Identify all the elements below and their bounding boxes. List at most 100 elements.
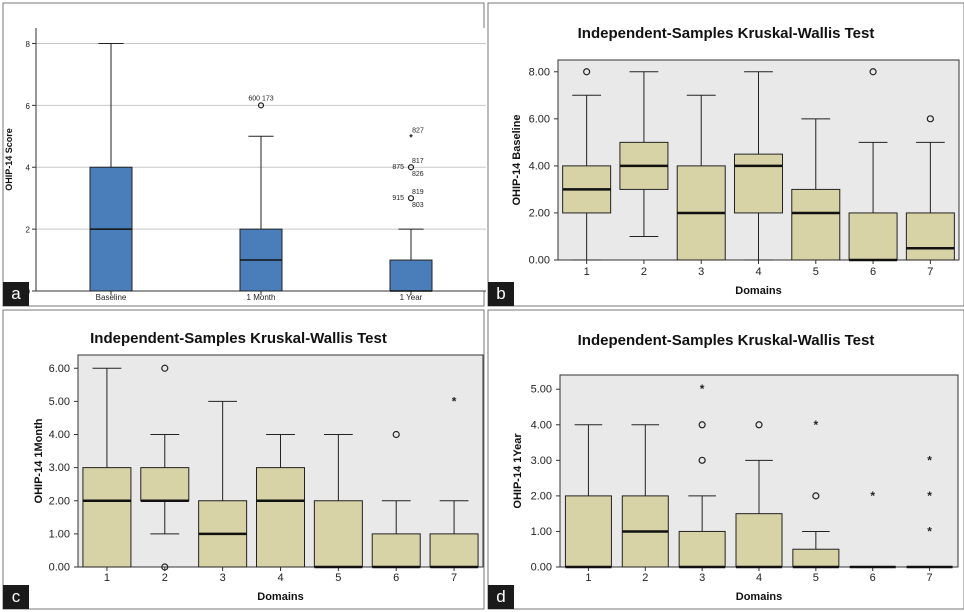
iqr-box	[429, 533, 479, 568]
y-axis-title: OHIP-14 1Month	[33, 418, 45, 503]
x-tick-label: 2	[162, 572, 168, 584]
box-5	[791, 118, 841, 261]
outlier-circle	[698, 456, 706, 464]
box-4	[735, 421, 783, 569]
outlier-star: *	[927, 524, 932, 538]
box-5	[313, 434, 363, 569]
x-tick-label: 6	[870, 572, 876, 584]
panel-letter: b	[496, 284, 505, 303]
y-tick-label: 4.00	[531, 419, 552, 431]
box-3	[198, 400, 248, 568]
x-tick-label: 5	[813, 266, 819, 278]
box-2	[619, 71, 669, 237]
x-tick-label: 1 Year	[400, 293, 423, 302]
panel-letter: c	[12, 587, 21, 606]
y-tick-label: 2.00	[49, 495, 70, 507]
panel-letter: d	[496, 587, 505, 606]
panel-letter: a	[11, 284, 21, 303]
chart-title: Independent-Samples Kruskal-Wallis Test	[578, 25, 875, 42]
x-tick-label: 2	[642, 572, 648, 584]
outlier-circle	[926, 115, 934, 123]
iqr-box	[792, 548, 840, 568]
outlier-circle	[257, 102, 265, 109]
box-3: *	[678, 382, 726, 569]
box-1	[564, 424, 612, 569]
box-6	[371, 430, 421, 569]
chart-title: Independent-Samples Kruskal-Wallis Test	[578, 332, 875, 349]
y-tick-label: 0.00	[49, 562, 70, 574]
y-tick-label: 0.00	[529, 255, 550, 267]
y-tick-label: 8.00	[529, 66, 550, 78]
x-tick-label: 7	[927, 266, 933, 278]
iqr-box	[313, 500, 363, 568]
y-tick-label: 4.00	[529, 160, 550, 172]
y-axis-title: OHIP-14 Score	[4, 128, 14, 191]
iqr-box	[564, 495, 612, 568]
y-tick-label: 3.00	[49, 462, 70, 474]
outlier-star: *	[452, 394, 457, 408]
chart-title: Independent-Samples Kruskal-Wallis Test	[90, 330, 387, 347]
outlier-label: 915	[392, 195, 404, 202]
outlier-star: *	[700, 382, 705, 396]
outlier-label: 600 173	[248, 95, 273, 102]
iqr-box	[678, 530, 726, 568]
outlier-label: 875	[392, 164, 404, 171]
box-6: *	[849, 489, 896, 569]
y-tick-label: 3.00	[531, 455, 552, 467]
outlier-label: 819	[412, 189, 424, 196]
x-tick-label: 3	[220, 572, 226, 584]
outlier-star: *	[814, 418, 819, 432]
x-tick-label: 7	[927, 572, 933, 584]
outlier-circle	[755, 421, 763, 429]
y-axis-title: OHIP-14 1Year	[512, 433, 524, 509]
x-tick-label: 5	[335, 572, 341, 584]
outlier-circle	[161, 563, 169, 571]
iqr-box	[791, 188, 841, 261]
y-tick-label: 1.00	[531, 526, 552, 538]
box-1 Year: 915 819 803 875 817 826 *827	[389, 127, 433, 292]
iqr-box	[82, 467, 132, 568]
outlier-label: 827	[412, 127, 424, 134]
x-tick-label: 7	[451, 572, 457, 584]
outlier-star: *	[870, 489, 875, 503]
y-tick-label: 2.00	[531, 490, 552, 502]
outlier-circle	[869, 68, 877, 76]
box-7	[905, 115, 955, 261]
y-tick-label: 5.00	[49, 396, 70, 408]
x-tick-label: 3	[699, 572, 705, 584]
box-3	[676, 94, 726, 261]
outlier-circle	[407, 164, 415, 171]
panel-b: Independent-Samples Kruskal-Wallis Test 0…	[487, 2, 964, 307]
x-axis-title: Domains	[257, 591, 303, 603]
x-tick-label: 5	[813, 572, 819, 584]
x-tick-label: 2	[641, 266, 647, 278]
outlier-circle	[407, 195, 415, 202]
iqr-box	[256, 467, 305, 568]
box-6	[848, 68, 898, 262]
x-tick-label: 4	[755, 266, 761, 278]
panel-letter-box	[3, 585, 29, 609]
iqr-box	[140, 467, 190, 502]
x-tick-label: Baseline	[96, 293, 127, 302]
panel-d: Independent-Samples Kruskal-Wallis Test 0…	[487, 309, 964, 610]
outlier-label: 817	[412, 158, 424, 165]
y-tick-label: 4	[26, 164, 31, 173]
iqr-box	[371, 533, 421, 568]
outlier-star: *	[927, 489, 932, 503]
outlier-circle	[392, 430, 400, 439]
x-tick-label: 4	[277, 572, 283, 584]
x-tick-label: 1	[585, 572, 591, 584]
panel-letter-box	[3, 282, 29, 306]
x-tick-label: 6	[393, 572, 399, 584]
box-1 Month: 600 173	[239, 95, 283, 292]
outlier-star: *	[927, 453, 932, 467]
x-tick-label: 1 Month	[247, 293, 276, 302]
y-tick-label: 1.00	[49, 528, 70, 540]
outlier-label: 826	[412, 171, 424, 178]
box-7: * * *	[906, 453, 953, 569]
x-tick-label: 3	[698, 266, 704, 278]
outlier-circle	[698, 421, 706, 429]
outlier-label: 803	[412, 202, 424, 209]
